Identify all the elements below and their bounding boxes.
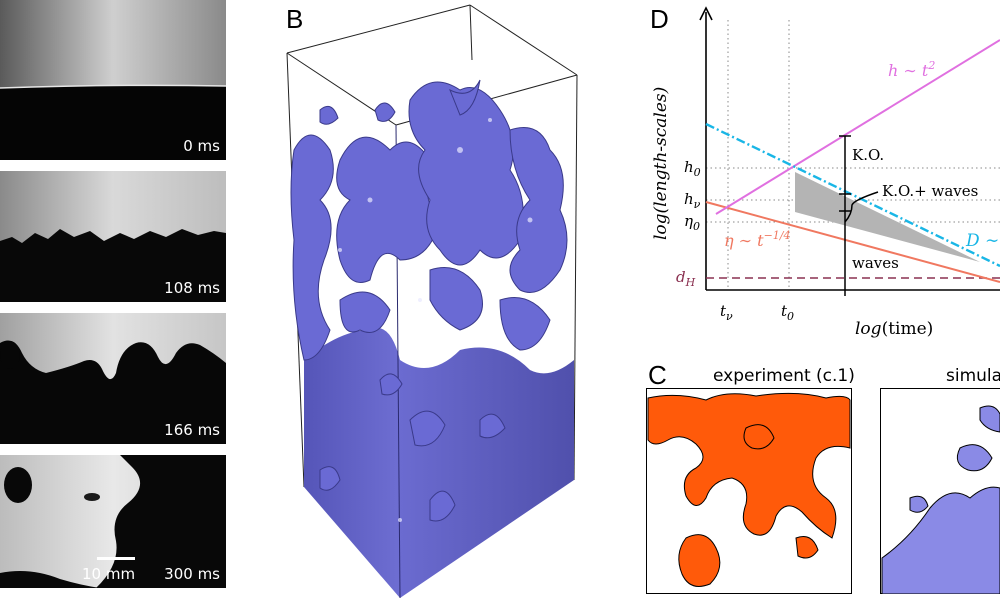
scale-bar-label: 10 mm (82, 565, 136, 583)
highlight-specks (338, 118, 533, 522)
scaling-diagram: tν t0 h0 hν η0 dH h ∼ t2 η ∼ t−1/4 D ∼ K… (651, 6, 1000, 339)
panel-letter-d: D (650, 4, 669, 34)
axes (699, 6, 1000, 291)
simulation-cross-section (880, 388, 1000, 594)
box-front-face (304, 328, 400, 598)
experiment-cross-section (646, 388, 852, 594)
panel-letter-b: B (286, 4, 304, 34)
h-line (715, 39, 1000, 215)
y-axis-label: log(length-scales) (651, 87, 671, 240)
ko-waves-label: K.O.+ waves (882, 182, 978, 200)
frame-image (0, 455, 226, 588)
frame-time-label: 300 ms (164, 565, 220, 583)
frame-image (0, 171, 226, 302)
ko-label: K.O. (852, 146, 884, 164)
x-axis-label: log(time) (855, 319, 933, 339)
box-wireframe (286, 4, 578, 488)
frame-time-label: 0 ms (183, 137, 220, 155)
interval-brackets (839, 135, 879, 296)
D-law-label: D ∼ (965, 231, 999, 251)
experiment-title: experiment (c.1) (713, 366, 855, 386)
D-line (705, 122, 1000, 268)
box-side-face (400, 347, 574, 598)
scale-bar (97, 557, 135, 560)
frame-image (0, 0, 226, 160)
simulation-title: simula (946, 366, 1000, 386)
x-tick-t-nu: tν (720, 302, 733, 323)
experiment-frame-0ms: 0 ms (0, 0, 226, 160)
waves-label: waves (852, 254, 899, 272)
frame-time-label: 166 ms (164, 421, 220, 439)
experiment-frame-108ms: 108 ms (0, 171, 226, 302)
frame-time-label: 108 ms (164, 279, 220, 297)
turbulent-structures (290, 79, 568, 522)
y-tick-h-nu: hν (684, 190, 701, 211)
simulation-box (286, 4, 578, 599)
y-tick-eta0: η0 (684, 212, 700, 233)
diagram-labels: tν t0 h0 hν η0 dH h ∼ t2 η ∼ t−1/4 D ∼ K… (651, 59, 999, 339)
eta-line (705, 201, 1000, 283)
frame-image (0, 313, 226, 444)
x-tick-t0: t0 (781, 302, 794, 323)
panel-letter-c: C (648, 360, 667, 390)
experiment-frame-166ms: 166 ms (0, 313, 226, 444)
eta-law-label: η ∼ t−1/4 (724, 229, 791, 250)
h-law-label: h ∼ t2 (888, 59, 935, 80)
experiment-frame-300ms: 10 mm 300 ms (0, 455, 226, 588)
y-tick-h0: h0 (684, 158, 701, 179)
y-tick-dH: dH (676, 268, 696, 289)
